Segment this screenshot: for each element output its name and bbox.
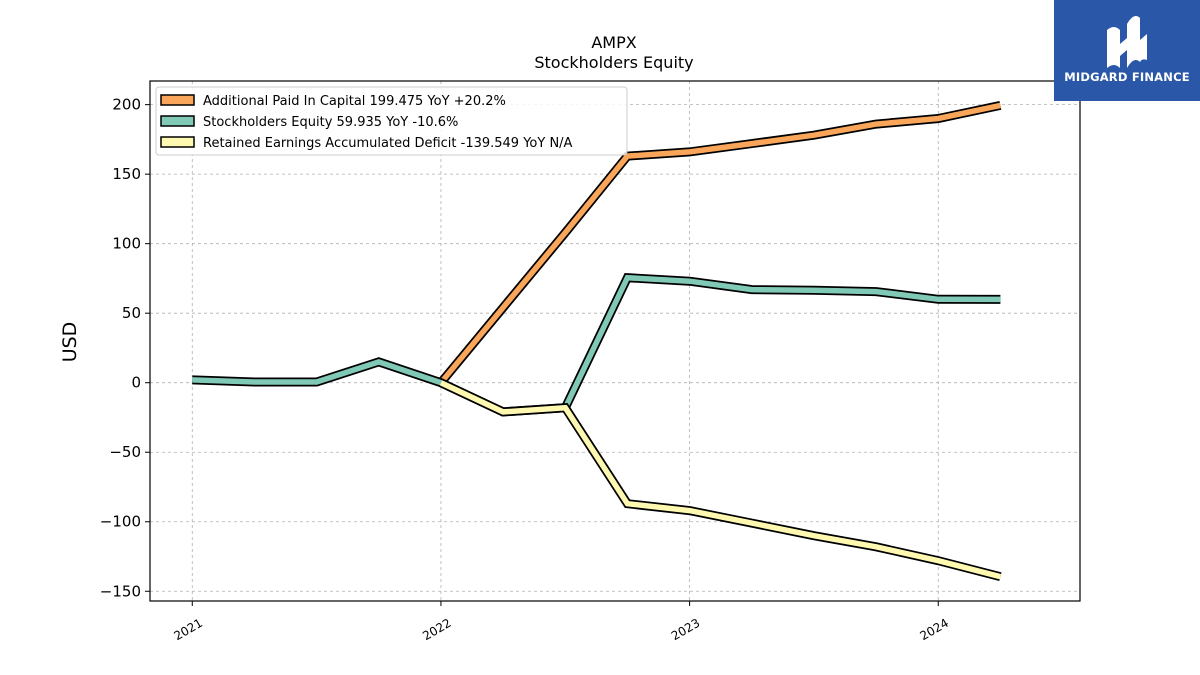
x-tick-label: 2024 bbox=[918, 616, 951, 643]
brand-logo-text: MIDGARD FINANCE bbox=[1064, 70, 1190, 84]
plot-frame bbox=[149, 80, 1081, 602]
series-line-retained-earnings-accumulated-deficit bbox=[439, 380, 1002, 580]
y-tick-label: 200 bbox=[112, 96, 141, 114]
legend-label-retained-earnings-accumulated-deficit: Retained Earnings Accumulated Deficit -1… bbox=[203, 136, 573, 151]
y-tick-label: 0 bbox=[131, 374, 141, 392]
series-line-stockholders-equity bbox=[192, 274, 1001, 415]
legend-swatch-stockholders-equity bbox=[160, 115, 195, 127]
y-tick-label: −150 bbox=[100, 582, 141, 600]
legend: Additional Paid In Capital 199.475 YoY +… bbox=[155, 86, 628, 156]
y-tick-label: 150 bbox=[112, 165, 141, 183]
legend-swatch-additional-paid-in-capital bbox=[160, 94, 195, 106]
series-line-additional-paid-in-capital bbox=[438, 102, 1001, 385]
y-tick-label: −100 bbox=[100, 513, 141, 531]
midgard-mark-icon bbox=[1107, 16, 1147, 68]
y-axis-label: USD bbox=[59, 322, 81, 363]
x-axis-ticks: 2021 2022 2023 2024 bbox=[172, 601, 951, 643]
y-tick-label: 100 bbox=[112, 235, 141, 253]
chart-subtitle: Stockholders Equity bbox=[534, 53, 693, 72]
legend-box bbox=[155, 86, 628, 156]
x-tick-label: 2021 bbox=[172, 616, 205, 643]
legend-label-stockholders-equity: Stockholders Equity 59.935 YoY -10.6% bbox=[203, 115, 458, 130]
x-tick-label: 2022 bbox=[420, 616, 453, 643]
legend-swatch-retained-earnings-accumulated-deficit bbox=[160, 136, 195, 148]
series-lines bbox=[192, 100, 1002, 582]
y-tick-label: 50 bbox=[122, 304, 141, 322]
legend-label-additional-paid-in-capital: Additional Paid In Capital 199.475 YoY +… bbox=[203, 94, 506, 109]
x-tick-label: 2023 bbox=[669, 616, 702, 643]
brand-logo: MIDGARD FINANCE bbox=[1054, 0, 1200, 101]
y-axis-ticks: 200 150 100 50 0 −50 −100 −150 bbox=[100, 96, 150, 600]
chart-title: AMPX bbox=[591, 33, 636, 52]
y-tick-label: −50 bbox=[109, 443, 141, 461]
grid bbox=[150, 81, 1080, 601]
